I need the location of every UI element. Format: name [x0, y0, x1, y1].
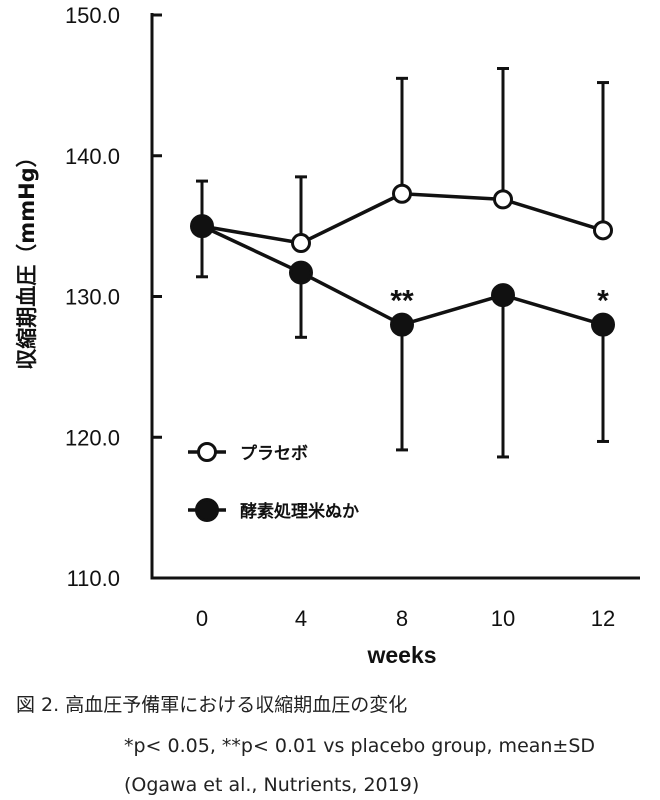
y-tick-label: 140.0 — [65, 144, 120, 169]
data-point-filled — [390, 312, 414, 337]
x-tick-label: 4 — [295, 606, 307, 631]
legend-label: プラセボ — [240, 443, 308, 464]
y-tick-label: 150.0 — [65, 3, 120, 28]
data-point-open — [392, 183, 412, 204]
significance-mark: ** — [390, 285, 414, 318]
legend-marker — [197, 442, 217, 462]
significance-note: *p< 0.05, **p< 0.01 vs placebo group, me… — [124, 735, 596, 757]
source-citation: (Ogawa et al., Nutrients, 2019) — [124, 774, 420, 796]
data-point-open — [593, 220, 613, 241]
data-point-filled — [190, 214, 214, 239]
data-point-filled — [591, 312, 615, 337]
data-point-filled — [289, 260, 313, 285]
x-axis-label: weeks — [366, 642, 436, 668]
axes: 110.0 120.0 130.0 140.0 150.0 0 4 8 10 12 weeks 収縮期… — [15, 3, 640, 668]
error-bars — [196, 66, 609, 459]
figure-caption: 図 2. 高血圧予備軍における収縮期血圧の変化 — [16, 694, 408, 716]
x-tick-label: 10 — [491, 606, 515, 631]
x-tick-label: 8 — [396, 606, 408, 631]
y-tick-label: 130.0 — [65, 285, 120, 310]
legend-label: 酵素処理米ぬか — [240, 501, 359, 522]
series-markers — [190, 183, 615, 337]
significance-mark: * — [597, 285, 609, 318]
y-axis-label: 収縮期血圧（mmHg） — [15, 146, 39, 369]
line-chart: 110.0 120.0 130.0 140.0 150.0 0 4 8 10 12 weeks 収縮期… — [15, 3, 640, 668]
x-tick-label: 12 — [591, 606, 615, 631]
x-tick-label: 0 — [196, 606, 208, 631]
data-point-open — [493, 189, 513, 210]
y-tick-label: 110.0 — [67, 566, 120, 591]
legend-marker — [195, 498, 219, 522]
data-point-open — [291, 233, 311, 254]
significance-annotations: ** * — [390, 285, 609, 318]
data-point-filled — [491, 283, 515, 308]
y-tick-label: 120.0 — [65, 425, 120, 450]
